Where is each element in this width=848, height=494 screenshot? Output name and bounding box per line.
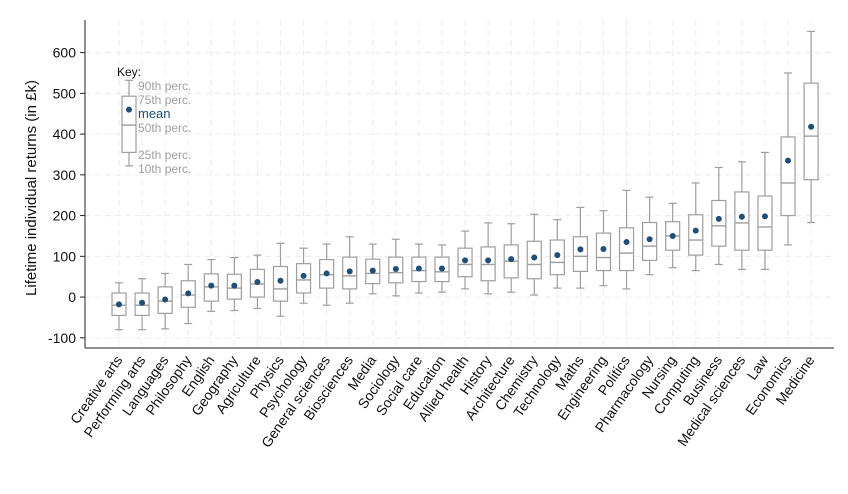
box-politics [618, 189, 635, 290]
iqr-box [757, 195, 773, 251]
box-performing-arts [134, 278, 150, 331]
key-label-p75: 75th perc. [138, 93, 191, 107]
mean-dot [392, 265, 399, 272]
iqr-box [803, 82, 819, 181]
box-english [203, 258, 219, 312]
mean-dot [369, 267, 376, 274]
mean-dot [577, 246, 584, 253]
key-label-mean: mean [138, 106, 171, 121]
boxes [111, 30, 819, 331]
mean-dot [438, 265, 445, 272]
mean-dot [231, 282, 238, 289]
y-tick-label: 200 [53, 208, 77, 224]
mean-dot [300, 272, 307, 279]
mean-dot [346, 268, 353, 275]
key-label-p90: 90th perc. [138, 79, 191, 93]
mean-dot [162, 296, 169, 303]
key-example-box [121, 79, 137, 167]
iqr-box [711, 199, 727, 247]
mean-dot [600, 245, 607, 252]
box-sociology [388, 238, 404, 297]
iqr-box [121, 95, 137, 154]
box-education [434, 244, 450, 293]
box-creative-arts [111, 282, 127, 331]
box-psychology [295, 247, 312, 304]
y-tick-label: -100 [48, 330, 76, 346]
iqr-box [572, 236, 589, 272]
mean-dot [761, 213, 768, 220]
key-label-p50: 50th perc. [138, 121, 191, 135]
box-pharmacology [642, 196, 658, 276]
mean-dot [185, 290, 192, 297]
mean-dot [692, 227, 699, 234]
box-law [757, 151, 773, 270]
mean-dot [415, 265, 422, 272]
mean-dot [254, 278, 261, 285]
y-tick-label: 400 [53, 126, 77, 142]
box-media [365, 243, 381, 295]
y-tick-label: 600 [53, 45, 77, 61]
y-tick-label: 500 [53, 85, 77, 101]
mean-dot [715, 215, 722, 222]
mean-dot [531, 254, 538, 261]
axes [84, 20, 834, 349]
mean-dot [323, 270, 330, 277]
box-geography [226, 256, 242, 312]
box-maths [572, 206, 589, 289]
mean-dot [785, 157, 792, 164]
y-tick-label: 100 [53, 248, 77, 264]
mean-dot [508, 256, 515, 263]
box-languages [157, 272, 173, 330]
iqr-box [734, 191, 750, 251]
box-allied-health [457, 230, 473, 290]
box-architecture [503, 223, 519, 293]
box-medical-sciences [734, 161, 750, 270]
box-technology [549, 219, 565, 289]
key-label-p10: 10th perc. [138, 162, 191, 176]
box-social-care [411, 243, 427, 294]
key-legend: Key: 90th perc. 75th perc. mean 50th per… [117, 65, 191, 176]
box-agriculture [249, 254, 266, 310]
iqr-box [618, 227, 635, 272]
y-tick-labels: -100 0 100 200 300 400 500 600 [48, 45, 85, 346]
box-history [480, 222, 496, 295]
box-medicine [803, 30, 819, 224]
y-axis-title: Lifetime individual returns (in £k) [23, 80, 40, 296]
box-chemistry [526, 213, 542, 296]
y-tick-label: 0 [68, 289, 76, 305]
mean-dot [277, 277, 284, 284]
box-computing [688, 182, 704, 272]
mean-dot [623, 239, 630, 246]
box-nursing [665, 202, 681, 269]
box-biosciences [342, 236, 358, 304]
mean-dot [208, 282, 215, 289]
grid-lines [85, 20, 834, 348]
mean-dot [669, 232, 676, 239]
iqr-box [780, 136, 796, 217]
mean-dot [808, 123, 815, 130]
box-engineering [595, 210, 612, 287]
mean-dot [462, 257, 469, 264]
box-physics [272, 242, 289, 317]
mean-dot [139, 299, 146, 306]
mean-dot [646, 236, 653, 243]
box-general-sciences [319, 243, 335, 306]
iqr-box [688, 214, 704, 256]
mean-dot [554, 252, 561, 259]
mean-dot [738, 213, 745, 220]
box-philosophy [180, 263, 196, 325]
mean-dot [485, 257, 492, 264]
box-business [711, 166, 727, 266]
mean-dot [126, 106, 132, 113]
iqr-box [272, 265, 289, 302]
key-title: Key: [117, 65, 141, 79]
key-label-p25: 25th perc. [138, 148, 191, 162]
box-economics [780, 72, 796, 246]
y-tick-label: 300 [53, 167, 77, 183]
mean-dot [116, 301, 122, 308]
